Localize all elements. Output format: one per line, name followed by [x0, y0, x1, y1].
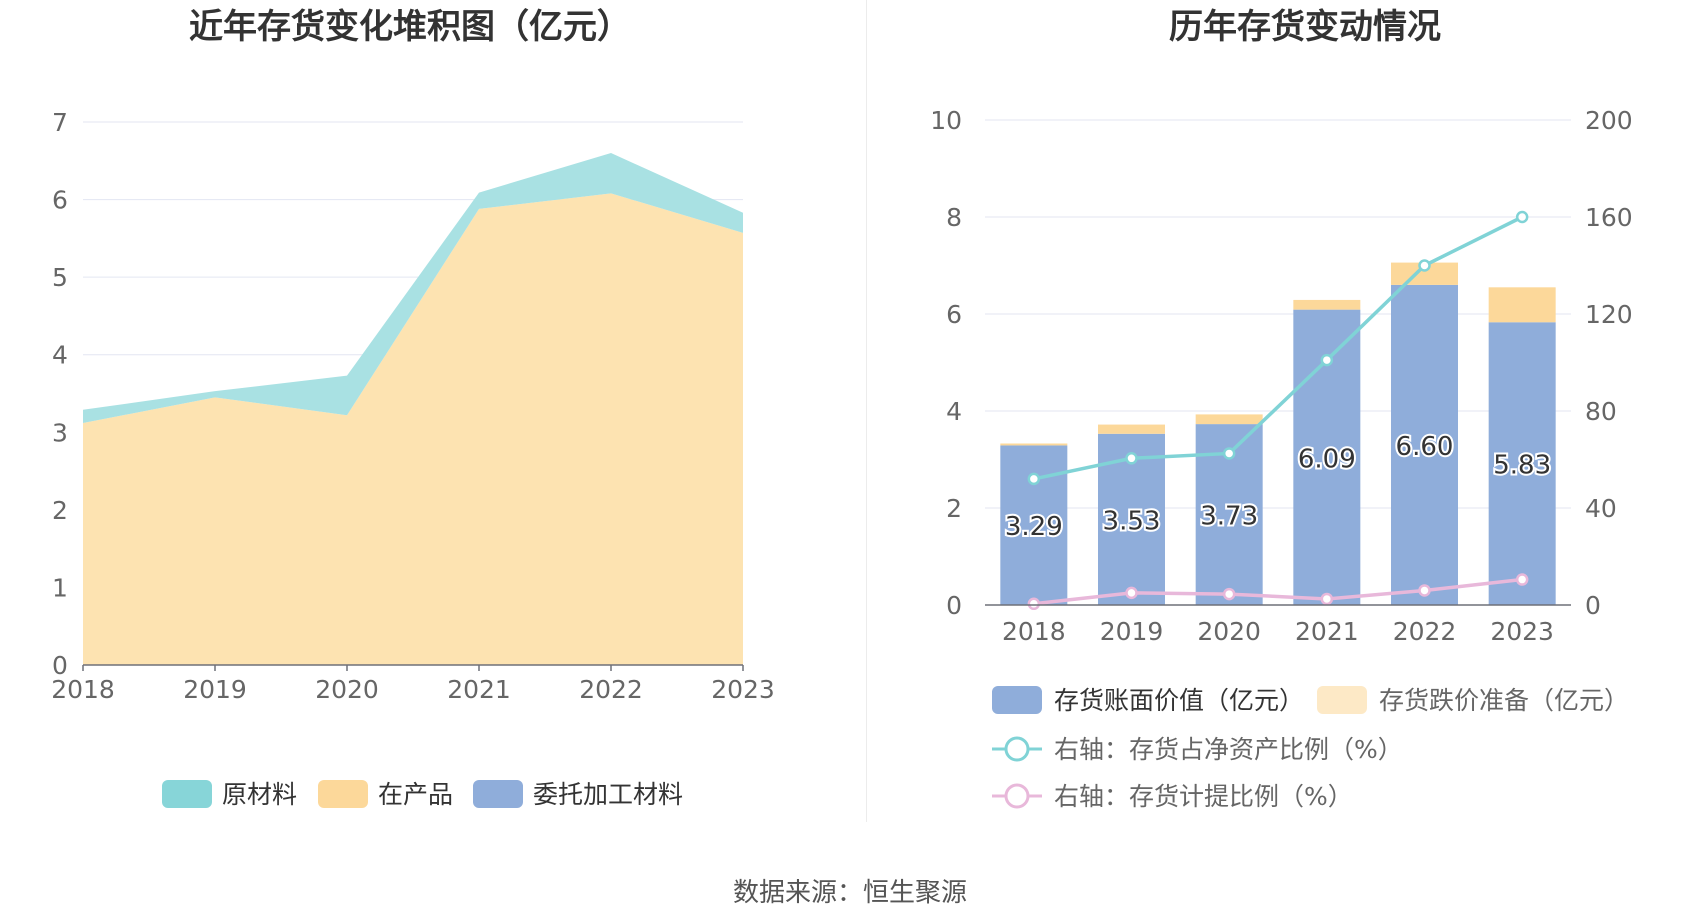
left-legend-label: 在产品 — [378, 780, 453, 809]
right-x-tick-label: 2019 — [1100, 617, 1164, 646]
left-y-axis: 0 1 2 3 4 5 6 7 — [52, 108, 68, 680]
right-y-tick-label: 2 — [946, 494, 962, 523]
line-point-0 — [1320, 353, 1334, 367]
left-y-tick-label: 4 — [52, 341, 68, 370]
left-legend-swatch — [318, 780, 368, 808]
right-x-tick-label: 2018 — [1002, 617, 1066, 646]
bar-impairment — [1195, 414, 1263, 425]
left-y-tick-label: 1 — [52, 573, 68, 602]
right-bar-line-chart: 历年存货变动情况 0 2 4 6 8 10 0 40 80 120 160 200 3.29 3.53… — [930, 7, 1633, 811]
bar-book-value — [1488, 322, 1556, 605]
data-source: 数据来源：恒生聚源 — [732, 878, 967, 908]
line-point-0 — [1027, 472, 1041, 486]
left-legend[interactable]: 原材料 在产品 委托加工材料 — [162, 780, 683, 809]
right-y2-tick-label: 0 — [1585, 591, 1601, 620]
right-legend-swatch — [1317, 686, 1367, 714]
line-point-1 — [1418, 584, 1431, 597]
line-point-1 — [1515, 573, 1529, 586]
right-x-tick-label: 2020 — [1197, 617, 1261, 646]
right-chart-title: 历年存货变动情况 — [1169, 7, 1441, 47]
right-y2-tick-label: 40 — [1585, 494, 1617, 523]
line-point-1 — [1222, 587, 1236, 601]
bar-value-label: 6.60 — [1396, 432, 1454, 462]
bar-value-label: 5.83 — [1493, 451, 1551, 481]
right-y-tick-label: 0 — [946, 591, 962, 620]
left-x-tick-label: 2018 — [51, 675, 115, 704]
left-area-0 — [83, 193, 743, 665]
left-x-axis: 2018 2019 2020 2021 2022 2023 — [51, 664, 775, 704]
right-y-axis-left: 0 2 4 6 8 10 — [930, 106, 962, 620]
right-legend-label: 右轴：存货计提比例（%） — [1054, 782, 1353, 811]
right-legend-swatch — [992, 686, 1042, 714]
left-area-series — [83, 153, 743, 665]
left-y-tick-label: 7 — [52, 108, 68, 137]
line-point-1 — [1125, 586, 1138, 600]
bar-value-label: 6.09 — [1298, 444, 1356, 474]
right-x-tick-label: 2022 — [1393, 617, 1457, 646]
line-point-1 — [1027, 597, 1041, 611]
bar-value-label: 3.53 — [1103, 506, 1161, 536]
right-y2-tick-label: 80 — [1585, 397, 1617, 426]
bar-impairment — [1488, 287, 1556, 323]
left-y-tick-label: 2 — [52, 496, 68, 525]
bar-book-value — [1000, 445, 1068, 605]
right-y-tick-label: 8 — [946, 203, 962, 232]
bar-book-value — [1391, 284, 1458, 605]
bar-impairment — [1293, 299, 1361, 310]
panel-divider — [866, 0, 867, 822]
left-y-tick-label: 5 — [52, 263, 68, 292]
left-y-tick-label: 0 — [52, 651, 68, 680]
left-area-1 — [83, 153, 743, 423]
bar-impairment — [1000, 443, 1068, 446]
line-series-0 — [1033, 215, 1523, 481]
left-chart-title: 近年存货变化堆积图（亿元） — [189, 7, 631, 47]
right-line-series — [1027, 210, 1529, 611]
right-y-tick-label: 6 — [946, 300, 962, 329]
left-y-tick-label: 3 — [52, 418, 68, 447]
right-legend[interactable]: 存货账面价值（亿元） 存货跌价准备（亿元） 右轴：存货占净资产比例（%） 右轴：存货计… — [992, 686, 1629, 811]
left-x-tick-label: 2020 — [315, 675, 379, 704]
right-y-tick-label: 10 — [930, 106, 962, 135]
right-bar-series — [1000, 262, 1556, 605]
left-legend-label: 原材料 — [222, 780, 297, 809]
left-legend-swatch — [162, 780, 212, 808]
bar-impairment — [1098, 424, 1165, 434]
right-y2-tick-label: 200 — [1585, 106, 1633, 135]
bar-value-label: 3.29 — [1005, 512, 1063, 542]
right-legend-marker — [1004, 736, 1030, 762]
left-y-tick-label: 6 — [52, 186, 68, 215]
line-point-0 — [1125, 452, 1138, 465]
right-legend-label: 存货账面价值（亿元） — [1054, 686, 1304, 715]
line-point-0 — [1515, 210, 1529, 224]
right-y2-tick-label: 120 — [1585, 300, 1633, 329]
right-legend-label: 存货跌价准备（亿元） — [1379, 686, 1629, 715]
right-x-tick-label: 2023 — [1490, 617, 1554, 646]
right-legend-label: 右轴：存货占净资产比例（%） — [1054, 735, 1403, 764]
right-y-tick-label: 4 — [946, 397, 962, 426]
line-point-1 — [1320, 592, 1334, 606]
left-x-tick-label: 2021 — [447, 675, 511, 704]
right-y-axis-right: 0 40 80 120 160 200 — [1585, 106, 1633, 620]
left-legend-swatch — [473, 780, 523, 808]
left-x-tick-label: 2019 — [183, 675, 247, 704]
line-point-0 — [1222, 447, 1236, 460]
bar-value-label: 3.73 — [1200, 502, 1258, 532]
line-series-1 — [1033, 577, 1523, 606]
line-point-0 — [1418, 259, 1431, 272]
left-x-tick-label: 2023 — [711, 675, 775, 704]
right-gridlines — [985, 119, 1571, 509]
right-y2-tick-label: 160 — [1585, 203, 1633, 232]
left-legend-label: 委托加工材料 — [533, 780, 683, 809]
right-x-tick-label: 2021 — [1295, 617, 1359, 646]
right-legend-marker — [1004, 783, 1030, 809]
right-x-axis: 2018 2019 2020 2021 2022 2023 — [985, 604, 1571, 646]
right-bar-labels: 3.29 3.53 3.73 6.09 6.60 5.83 — [1003, 430, 1553, 544]
left-x-tick-label: 2022 — [579, 675, 643, 704]
